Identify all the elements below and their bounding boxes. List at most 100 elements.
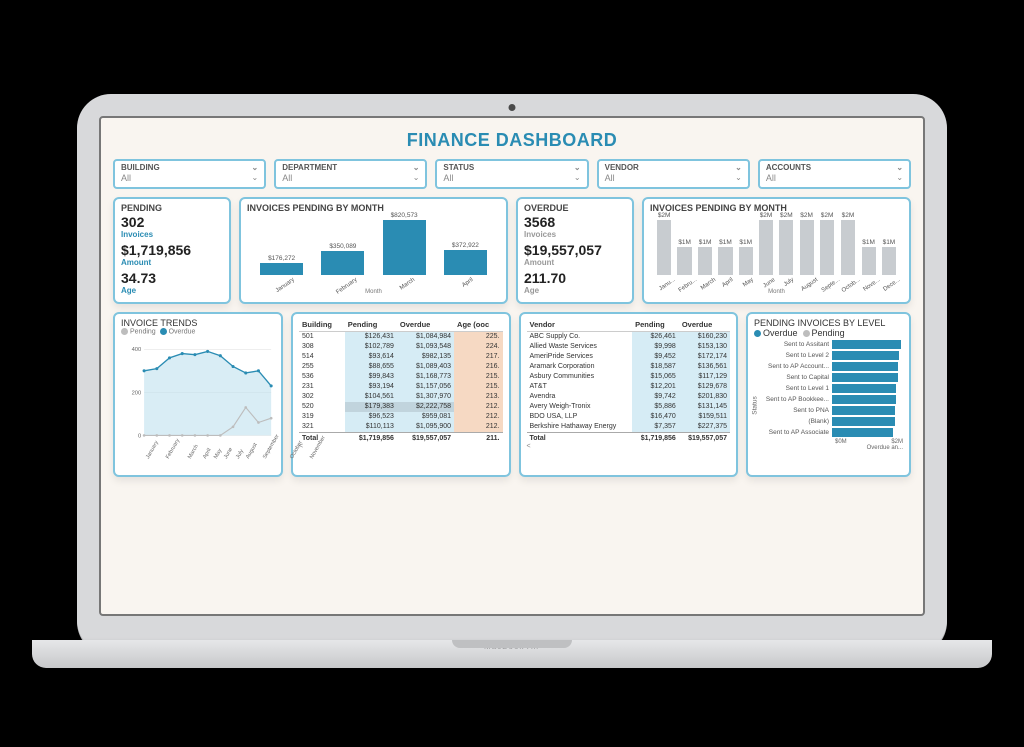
bar[interactable]: $2M August bbox=[796, 212, 816, 287]
bar[interactable]: $2M July bbox=[776, 212, 796, 287]
chart-pending-level[interactable]: PENDING INVOICES BY LEVEL Overdue Pendin… bbox=[746, 312, 911, 477]
bar-value: $820,573 bbox=[391, 212, 418, 219]
line-chart-svg: 4002000 bbox=[121, 335, 275, 455]
col-header[interactable]: Pending bbox=[632, 318, 679, 332]
col-header[interactable]: Overdue bbox=[397, 318, 454, 332]
filter-status[interactable]: STATUS⌄ All⌄ bbox=[435, 159, 588, 189]
table-row[interactable]: Aramark Corporation$18,587$136,561 bbox=[527, 362, 731, 372]
bar[interactable]: $372,922 April bbox=[435, 242, 496, 287]
col-header[interactable]: Building bbox=[299, 318, 345, 332]
table-row[interactable]: 321$110,113$1,095,900212. bbox=[299, 422, 503, 433]
bar[interactable]: $820,573 March bbox=[374, 212, 435, 287]
chart-title: INVOICE TRENDS bbox=[121, 318, 275, 328]
kpi-overdue-age: 211.70 bbox=[524, 270, 626, 286]
table-row[interactable]: 308$102,789$1,093,548224. bbox=[299, 342, 503, 352]
bar[interactable]: $1M May bbox=[736, 239, 756, 286]
table-row[interactable]: AT&T$12,201$129,678 bbox=[527, 382, 731, 392]
bar-value: $176,272 bbox=[268, 255, 295, 262]
cell: 255 bbox=[299, 362, 345, 372]
table-row[interactable]: Avendra$9,742$201,830 bbox=[527, 392, 731, 402]
chart-invoice-trends[interactable]: INVOICE TRENDS Pending Overdue 4002000 J… bbox=[113, 312, 283, 477]
kpi-label: Amount bbox=[524, 258, 626, 267]
cell: $88,655 bbox=[345, 362, 397, 372]
table-vendor[interactable]: VendorPendingOverdueABC Supply Co.$26,46… bbox=[519, 312, 739, 477]
bar-rect bbox=[832, 351, 899, 360]
table-row[interactable]: 520$179,383$2,222,758212. bbox=[299, 402, 503, 412]
table-row[interactable]: 231$93,194$1,157,056215. bbox=[299, 382, 503, 392]
chart-title: PENDING INVOICES BY LEVEL bbox=[754, 318, 903, 328]
chevron-down-icon: ⌄ bbox=[735, 173, 742, 182]
table-row[interactable]: Asbury Communities$15,065$117,129 bbox=[527, 372, 731, 382]
filter-department[interactable]: DEPARTMENT⌄ All⌄ bbox=[274, 159, 427, 189]
bar-rect bbox=[832, 417, 895, 426]
kpi-label: Invoices bbox=[524, 230, 626, 239]
bar[interactable]: $2M Janu... bbox=[654, 212, 674, 287]
kpi-label: Amount bbox=[121, 258, 223, 267]
table-row[interactable]: 501$126,431$1,084,984225. bbox=[299, 331, 503, 342]
level-row[interactable]: Sent to PNA bbox=[754, 406, 903, 415]
tick-label: $2M bbox=[891, 439, 903, 445]
cell: 213. bbox=[454, 392, 502, 402]
scroll-hint: < bbox=[527, 443, 731, 450]
table-row[interactable]: Allied Waste Services$9,998$153,130 bbox=[527, 342, 731, 352]
bar[interactable]: $2M Septe... bbox=[817, 212, 838, 287]
level-row[interactable]: Sent to AP Bookkee... bbox=[754, 395, 903, 404]
cell: $2,222,758 bbox=[397, 402, 454, 412]
cell: $5,886 bbox=[632, 402, 679, 412]
bar[interactable]: $176,272 January bbox=[251, 255, 312, 287]
col-header[interactable]: Overdue bbox=[679, 318, 730, 332]
col-header[interactable]: Age (ooc bbox=[454, 318, 502, 332]
table-row[interactable]: BDO USA, LLP$16,470$159,511 bbox=[527, 412, 731, 422]
bar[interactable]: $2M June bbox=[756, 212, 776, 287]
filter-vendor[interactable]: VENDOR⌄ All⌄ bbox=[597, 159, 750, 189]
bar[interactable]: $1M March bbox=[695, 239, 715, 286]
table-row[interactable]: AmeriPride Services$9,452$172,174 bbox=[527, 352, 731, 362]
bar[interactable]: $1M April bbox=[715, 239, 735, 286]
bar-value: $2M bbox=[780, 212, 793, 219]
table-row[interactable]: ABC Supply Co.$26,461$160,230 bbox=[527, 331, 731, 342]
cell: 217. bbox=[454, 352, 502, 362]
table-row[interactable]: 302$104,561$1,307,970213. bbox=[299, 392, 503, 402]
level-row[interactable]: Sent to Level 1 bbox=[754, 384, 903, 393]
level-row[interactable]: Sent to Level 2 bbox=[754, 351, 903, 360]
level-row[interactable]: Sent to AP Associate bbox=[754, 428, 903, 437]
bar-value: $1M bbox=[678, 239, 691, 246]
table-row[interactable]: Berkshire Hathaway Energy$7,357$227,375 bbox=[527, 422, 731, 433]
cell: 536 bbox=[299, 372, 345, 382]
level-row[interactable]: (Blank) bbox=[754, 417, 903, 426]
legend-label: Overdue bbox=[169, 328, 196, 335]
filter-bar: BUILDING⌄ All⌄ DEPARTMENT⌄ All⌄ STATUS⌄ … bbox=[113, 159, 911, 189]
level-label: Sent to AP Bookkee... bbox=[754, 396, 832, 403]
level-row[interactable]: Sent to Assitant bbox=[754, 340, 903, 349]
level-label: Sent to Level 1 bbox=[754, 385, 832, 392]
chart-overdue-month[interactable]: INVOICES PENDING BY MONTH $2M Janu... $1… bbox=[642, 197, 911, 304]
table-row[interactable]: 514$93,614$982,135217. bbox=[299, 352, 503, 362]
bar[interactable]: $1M Dece... bbox=[879, 239, 899, 286]
cell: $1,168,773 bbox=[397, 372, 454, 382]
level-row[interactable]: Sent to Capital bbox=[754, 373, 903, 382]
filter-building[interactable]: BUILDING⌄ All⌄ bbox=[113, 159, 266, 189]
table-row[interactable]: 319$96,523$959,081212. bbox=[299, 412, 503, 422]
col-header[interactable]: Vendor bbox=[527, 318, 633, 332]
chart-pending-month[interactable]: INVOICES PENDING BY MONTH $176,272 Janua… bbox=[239, 197, 508, 304]
cell: 216. bbox=[454, 362, 502, 372]
cell: AmeriPride Services bbox=[527, 352, 633, 362]
bar[interactable]: $350,089 February bbox=[312, 243, 373, 286]
bar-rect bbox=[832, 395, 896, 404]
col-header[interactable]: Pending bbox=[345, 318, 397, 332]
table-row[interactable]: Avery Weigh-Tronix$5,886$131,145 bbox=[527, 402, 731, 412]
cell: $16,470 bbox=[632, 412, 679, 422]
filter-value: All bbox=[282, 173, 292, 183]
bar[interactable]: $2M Octob... bbox=[837, 212, 858, 287]
bar[interactable]: $1M Febru... bbox=[674, 239, 695, 286]
legend-dot-pending bbox=[803, 330, 810, 337]
cell: $15,065 bbox=[632, 372, 679, 382]
table-row[interactable]: 255$88,655$1,089,403216. bbox=[299, 362, 503, 372]
kpi-overdue: OVERDUE 3568Invoices $19,557,057Amount 2… bbox=[516, 197, 634, 304]
bar[interactable]: $1M Nove... bbox=[858, 239, 878, 286]
table-row[interactable]: 536$99,843$1,168,773215. bbox=[299, 372, 503, 382]
cell: $227,375 bbox=[679, 422, 730, 433]
filter-accounts[interactable]: ACCOUNTS⌄ All⌄ bbox=[758, 159, 911, 189]
level-row[interactable]: Sent to AP Account... bbox=[754, 362, 903, 371]
cell: $1,095,900 bbox=[397, 422, 454, 433]
